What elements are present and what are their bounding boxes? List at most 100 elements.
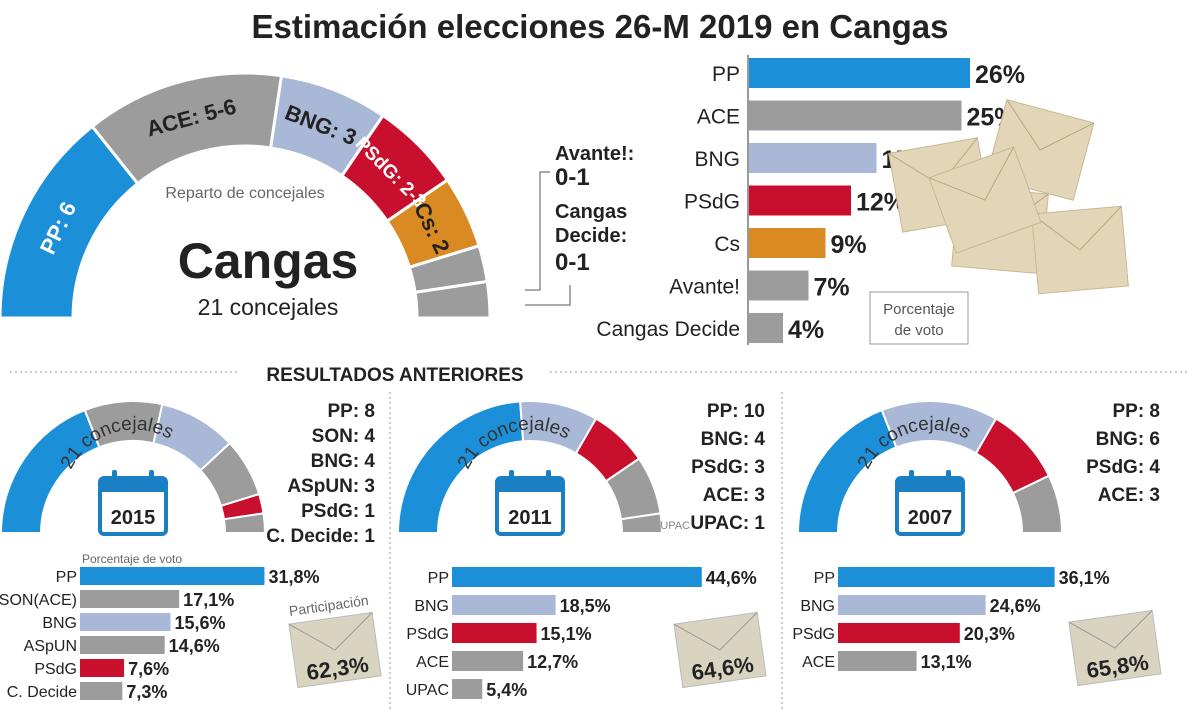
arc-segment (619, 512, 664, 534)
seat-count: BNG: 4 (701, 429, 766, 450)
seat-count: PSdG: 3 (691, 457, 765, 478)
bar-value: 5,4% (486, 680, 527, 700)
bar-category: PSdG (792, 626, 835, 643)
bar-category: PP (712, 63, 740, 86)
envelope-flap (928, 146, 1015, 201)
bar-value: 7,6% (128, 659, 169, 679)
bar (838, 623, 960, 643)
year-label: 2011 (508, 507, 551, 529)
calendar-ring (909, 470, 914, 486)
bar-category: UPAC (406, 682, 449, 699)
bar (80, 659, 125, 677)
bar-category: PSdG (34, 661, 77, 678)
callout-box (869, 291, 969, 345)
bar-category: BNG (414, 598, 449, 615)
year-label: 2007 (908, 507, 953, 529)
bar-value: 24,6% (990, 596, 1041, 616)
seat-count: PP: 8 (327, 401, 375, 422)
caption: Reparto de concejales (165, 185, 324, 202)
calendar-header (100, 478, 166, 492)
bar-category: BNG (694, 148, 740, 171)
arc-segment (413, 279, 492, 320)
bar-value: 7% (814, 274, 850, 302)
seat-count: ASpUN: 3 (287, 476, 375, 497)
bar (80, 590, 180, 608)
arc-segment (1011, 474, 1064, 534)
seat-count: SON: 4 (312, 426, 376, 447)
bar-value: 7,3% (126, 682, 167, 702)
callout-value: 0-1 (555, 164, 590, 191)
bar-value: 15,6% (174, 613, 225, 633)
year-label: 2015 (111, 507, 156, 529)
calendar-ring (509, 470, 514, 486)
bar (749, 100, 962, 131)
callout-name: Cangas (555, 201, 627, 223)
bar (80, 682, 123, 700)
bar (838, 651, 917, 671)
seat-count: PP: 10 (707, 401, 765, 422)
bar-category: ACE (416, 654, 449, 671)
bar-category: ASpUN (24, 638, 77, 655)
bar (749, 185, 851, 216)
bar-category: BNG (42, 615, 77, 632)
bar (749, 58, 970, 88)
calendar-icon (98, 470, 168, 536)
bar (80, 567, 265, 585)
arc-segment (796, 408, 898, 534)
bar-category: ACE (802, 654, 835, 671)
previous-heading: RESULTADOS ANTERIORES (266, 365, 523, 386)
bar-category: PSdG (406, 626, 449, 643)
bar-category: SON(ACE) (0, 592, 77, 609)
bar-value: 14,6% (169, 636, 220, 656)
bar (452, 595, 556, 615)
envelope-icon (673, 611, 767, 689)
subtitle: 21 concejales (198, 294, 339, 320)
calendar-ring (149, 470, 154, 486)
envelope-icon (1068, 609, 1162, 687)
title: Estimación elecciones 26-M 2019 en Canga… (252, 8, 949, 45)
bar-category: Cs (714, 233, 740, 256)
main-title: Cangas (178, 233, 359, 289)
bar-category: ACE (697, 106, 740, 129)
arc-segment (0, 408, 101, 534)
seat-count: BNG: 4 (311, 451, 376, 472)
callout-value: 0-1 (555, 249, 590, 276)
calendar-ring (112, 470, 117, 486)
seat-count: ACE: 3 (703, 485, 765, 506)
envelope-icon (288, 611, 382, 689)
bar-category: PP (428, 570, 449, 587)
caption: Porcentaje de voto (82, 552, 182, 566)
bar-value: 15,1% (541, 624, 592, 644)
callout-name: Decide: (555, 225, 627, 247)
envelope-flap (673, 612, 758, 651)
bar (838, 595, 986, 615)
bar (749, 313, 783, 343)
envelope-icon (928, 146, 1042, 254)
envelope-icon (1031, 205, 1129, 295)
leader-line (525, 171, 550, 291)
bar-value: 12,7% (527, 652, 578, 672)
bar (452, 567, 702, 587)
bar-value: 20,3% (964, 624, 1015, 644)
bar (80, 613, 171, 631)
seat-count: PP: 8 (1112, 401, 1160, 422)
bar-category: BNG (800, 598, 835, 615)
seat-count: ACE: 3 (1098, 485, 1160, 506)
callout-name: Avante!: (555, 143, 634, 165)
bar-category: Cangas Decide (596, 318, 740, 341)
bar-category: C. Decide (7, 684, 77, 701)
bar (452, 651, 524, 671)
bar-value: 26% (975, 61, 1025, 89)
heading-bg (240, 362, 550, 384)
calendar-icon (895, 470, 965, 536)
envelope-flap (1031, 205, 1122, 251)
bar (749, 143, 877, 173)
vote-percentage-chart: PP26%ACE25%BNG15%PSdG12%Cs9%Avante!7%Can… (596, 55, 1129, 345)
caption: Porcentaje (883, 301, 955, 318)
